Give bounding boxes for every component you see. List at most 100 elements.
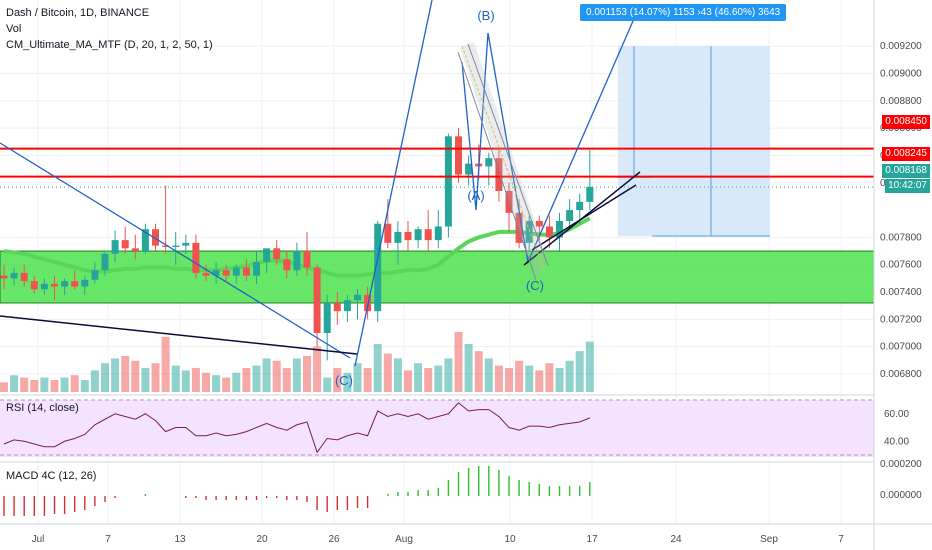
x-tick-label: 7	[838, 534, 844, 545]
y-tick-label: 0.009000	[880, 68, 922, 79]
rsi-band	[0, 400, 874, 457]
candle-body	[192, 242, 200, 273]
y-tick-label: 0.009200	[880, 41, 922, 52]
volume-bar	[222, 377, 231, 392]
volume-bar	[70, 375, 79, 392]
volume-bar	[323, 377, 332, 392]
candle-body	[152, 229, 159, 246]
volume-bar	[0, 382, 8, 392]
x-tick-label: 7	[105, 534, 111, 545]
candle-body	[444, 136, 452, 227]
candle-body	[10, 272, 18, 279]
volume-bar	[353, 363, 362, 392]
volume-bar	[373, 344, 382, 392]
y-tick-label: 0.007600	[880, 260, 922, 271]
candle-body	[51, 283, 58, 287]
candle-body	[283, 259, 291, 271]
volume-bar	[383, 353, 392, 392]
support-zone	[0, 250, 875, 304]
candle-body	[576, 201, 584, 211]
volume-bar	[393, 358, 402, 392]
x-tick-label: Aug	[395, 534, 413, 545]
candle-body	[384, 223, 392, 243]
candle-body	[293, 251, 301, 271]
candle-body	[535, 221, 543, 227]
candle-body	[273, 248, 281, 260]
resistance-low-tag: 0.008245	[882, 147, 930, 161]
y-tick-label: 0.007200	[880, 314, 922, 325]
volume-bar	[232, 372, 241, 392]
candle-body	[71, 281, 79, 287]
candle-body	[81, 279, 89, 287]
candle-body	[101, 253, 109, 271]
y-tick-label: 0.007800	[880, 232, 922, 243]
countdown-tag: 10:42:07	[885, 179, 930, 193]
volume-bar	[141, 368, 150, 392]
volume-bar	[414, 363, 423, 392]
volume-bar	[262, 358, 271, 392]
volume-bar	[181, 370, 190, 392]
candle-body	[525, 221, 533, 243]
volume-bar	[272, 360, 281, 392]
candle-body	[545, 226, 553, 238]
x-tick-label: 17	[586, 534, 598, 545]
y-tick-label: 0.008800	[880, 96, 922, 107]
candle-body	[354, 294, 361, 301]
x-tick-label: 24	[670, 534, 682, 545]
candle-body	[424, 229, 432, 241]
candle-body	[566, 210, 574, 222]
volume-bar	[40, 377, 49, 392]
candle-body	[414, 229, 422, 241]
volume-bar	[535, 370, 544, 392]
volume-bar	[343, 372, 352, 392]
volume-bar	[505, 368, 513, 392]
candle-body	[495, 158, 503, 191]
rsi-tick-label: 60.00	[884, 409, 909, 420]
measure-box	[618, 46, 770, 237]
volume-bar	[60, 377, 69, 392]
candle-body	[91, 270, 99, 280]
candle-body	[404, 231, 412, 241]
macd-tick-label: 0.000200	[880, 459, 922, 470]
volume-bar	[464, 344, 473, 392]
volume-bar	[303, 356, 311, 392]
wave-label: (B)	[477, 8, 494, 23]
volume-bar	[191, 368, 200, 392]
volume-bar	[292, 358, 301, 392]
x-tick-label: 26	[328, 534, 340, 545]
candle-body	[242, 267, 250, 276]
candle-body	[434, 226, 442, 241]
candle-body	[182, 242, 190, 246]
candle-body	[394, 231, 402, 243]
candle-body	[323, 302, 331, 334]
y-tick-label: 0.006800	[880, 369, 922, 380]
candle-body	[212, 270, 220, 276]
volume-bar	[30, 380, 39, 392]
volume-bar	[282, 368, 291, 392]
candle-body	[374, 223, 382, 312]
candle-body	[515, 212, 523, 243]
volume-bar	[10, 375, 19, 392]
candle-body	[20, 272, 28, 282]
volume-bar	[434, 365, 443, 392]
volume-bar	[454, 332, 463, 392]
chart-title: Dash / Bitcoin, 1D, BINANCE	[6, 7, 150, 19]
macd-label: MACD 4C (12, 26)	[6, 470, 97, 482]
channel-edge	[467, 43, 549, 267]
candle-body	[202, 272, 210, 276]
volume-bar	[50, 380, 59, 392]
volume-bar	[313, 346, 322, 392]
candle-body	[111, 240, 119, 254]
volume-bar	[151, 363, 160, 392]
volume-bar	[101, 363, 109, 392]
trendline-up	[354, 0, 433, 367]
candle-body	[61, 281, 69, 287]
volume-bar	[212, 375, 221, 392]
volume-bar	[525, 365, 534, 392]
wave-label: (C)	[526, 278, 544, 293]
macd-tick-label: 0.000000	[880, 490, 922, 501]
candle-body	[131, 248, 139, 252]
measure-tooltip: 0.001153 (14.07%) 1153 ›43 (46.60%) 3643	[580, 4, 787, 21]
volume-bar	[585, 341, 594, 392]
